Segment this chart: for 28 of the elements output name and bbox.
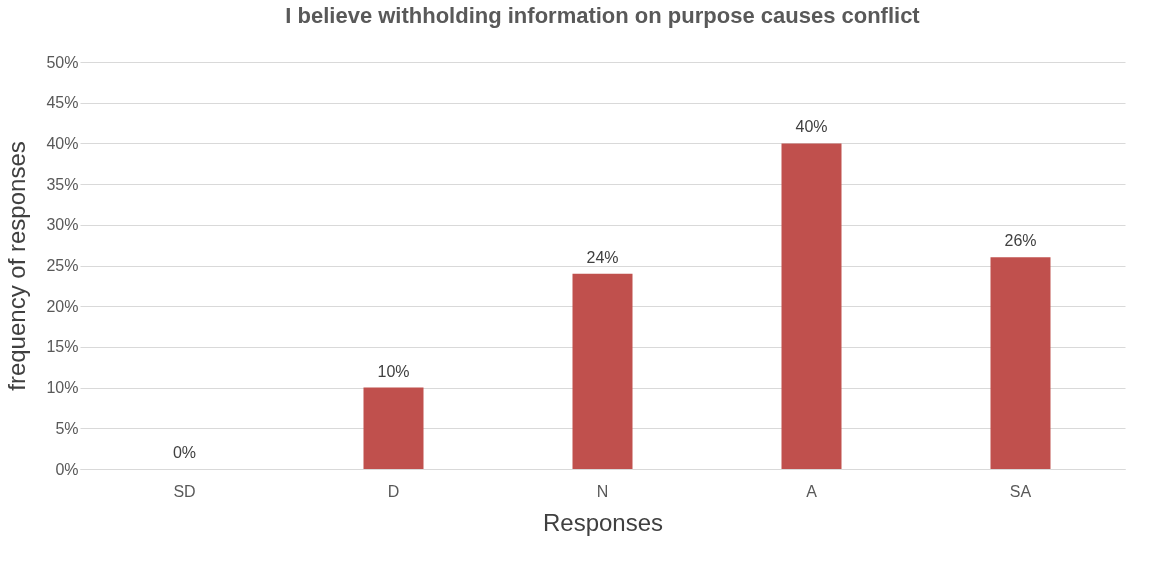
y-tick-label: 10%: [46, 379, 79, 397]
x-tick-label: SA: [1009, 482, 1032, 500]
bar: [363, 387, 424, 469]
x-tick-label: SD: [173, 482, 196, 500]
data-label: 24%: [586, 248, 619, 266]
data-label: 0%: [172, 444, 197, 461]
bar: [990, 257, 1051, 469]
data-label: 40%: [795, 118, 828, 136]
y-tick-label: 20%: [46, 297, 79, 315]
y-tick-label: 30%: [46, 216, 79, 234]
x-axis-title: Responses: [542, 508, 664, 536]
y-tick-label: 5%: [55, 419, 79, 437]
data-label: 10%: [377, 362, 410, 380]
bar: [781, 143, 842, 469]
y-tick-label: 0%: [55, 460, 79, 478]
x-tick-label: N: [596, 482, 609, 500]
x-tick-label: D: [387, 482, 400, 500]
y-tick-label: 50%: [46, 53, 79, 71]
y-tick-label: 40%: [46, 134, 79, 152]
data-label: 26%: [1004, 232, 1037, 250]
y-axis-title: frequency of responses: [3, 141, 31, 391]
y-tick-label: 35%: [46, 175, 79, 193]
y-tick-label: 45%: [46, 94, 79, 112]
x-tick-label: A: [806, 482, 818, 500]
y-tick-label: 25%: [46, 257, 79, 274]
bar: [572, 273, 633, 469]
y-tick-label: 15%: [46, 338, 79, 356]
chart-title: I believe withholding information on purpose causes conflict: [285, 3, 921, 28]
